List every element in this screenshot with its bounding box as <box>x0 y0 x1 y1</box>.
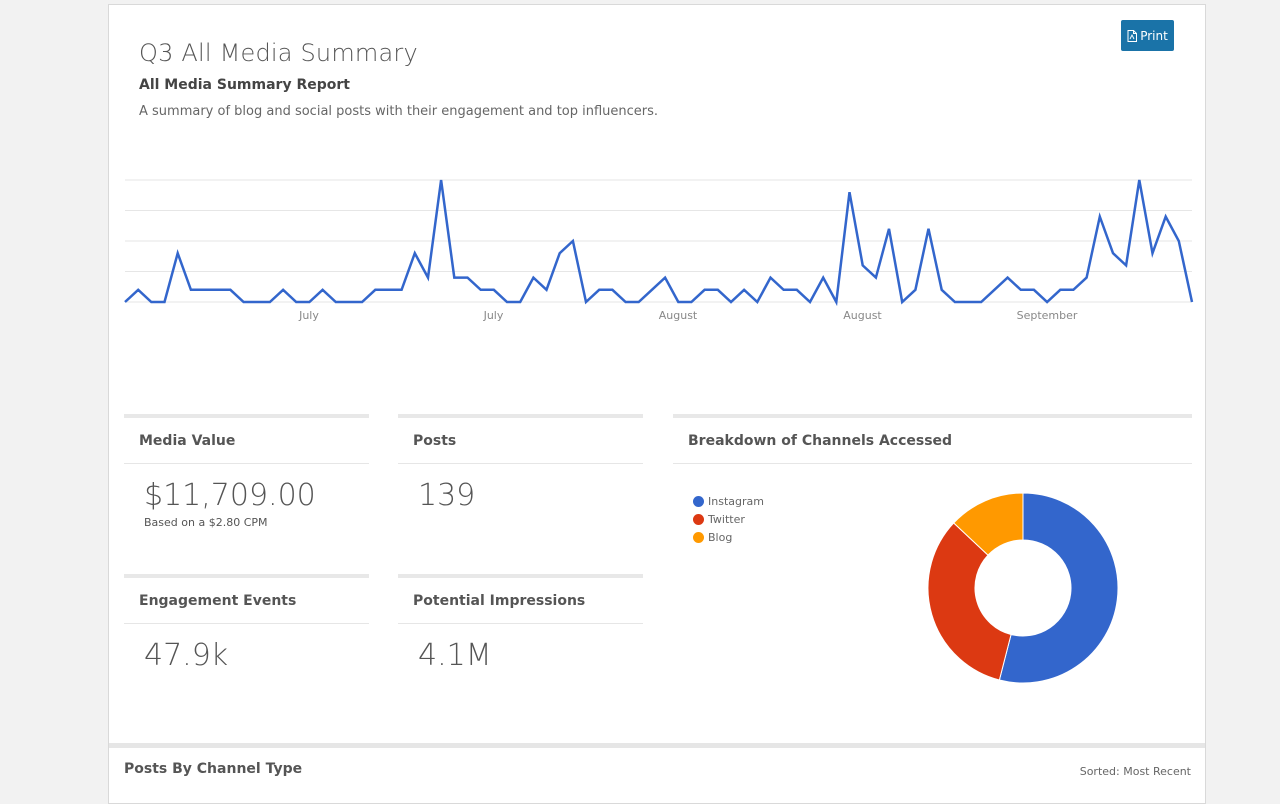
legend-item-twitter[interactable]: Twitter <box>693 510 764 528</box>
impressions-card: Potential Impressions 4.1M <box>398 574 643 724</box>
instagram-swatch <box>693 495 704 507</box>
x-tick-label: July <box>483 309 504 322</box>
media-series-line <box>124 179 1194 307</box>
report-description: A summary of blog and social posts with … <box>139 104 659 119</box>
x-tick-label: September <box>1017 309 1078 322</box>
engagement-card: Engagement Events 47.9k <box>124 574 369 724</box>
blog-swatch <box>693 531 704 543</box>
media-timeline-chart: July July August August September <box>124 179 1194 322</box>
legend-item-blog[interactable]: Blog <box>693 528 764 546</box>
channels-legend: Instagram Twitter Blog <box>693 492 764 546</box>
channels-donut-chart <box>927 492 1119 684</box>
donut-slice-blog[interactable] <box>953 492 1024 556</box>
report-page: Q3 All Media Summary All Media Summary R… <box>108 4 1206 804</box>
twitter-swatch <box>693 513 704 525</box>
report-subtitle: All Media Summary Report <box>139 77 350 93</box>
media-value-card: Media Value $11,709.00 Based on a $2.80 … <box>124 414 369 564</box>
legend-label-blog: Blog <box>708 530 733 544</box>
impressions-count: 4.1M <box>418 638 492 673</box>
print-label: Print <box>1140 28 1168 43</box>
engagement-label: Engagement Events <box>124 578 369 624</box>
channels-title: Breakdown of Channels Accessed <box>673 418 1192 464</box>
media-value-note: Based on a $2.80 CPM <box>144 516 268 529</box>
print-button[interactable]: Print <box>1121 20 1174 51</box>
posts-by-channel-title: Posts By Channel Type <box>124 761 303 777</box>
posts-card: Posts 139 <box>398 414 643 564</box>
page-title: Q3 All Media Summary <box>139 39 418 67</box>
section-divider <box>109 743 1205 748</box>
donut-slice-instagram[interactable] <box>998 492 1119 684</box>
impressions-label: Potential Impressions <box>398 578 643 624</box>
engagement-count: 47.9k <box>144 638 229 673</box>
sort-indicator[interactable]: Sorted: Most Recent <box>1079 765 1191 778</box>
x-tick-label: August <box>659 309 698 322</box>
legend-label-twitter: Twitter <box>708 512 745 526</box>
legend-item-instagram[interactable]: Instagram <box>693 492 764 510</box>
media-value-label: Media Value <box>124 418 369 464</box>
media-value-amount: $11,709.00 <box>144 478 316 513</box>
x-tick-label: August <box>843 309 882 322</box>
x-tick-label: July <box>298 309 319 322</box>
posts-label: Posts <box>398 418 643 464</box>
legend-label-instagram: Instagram <box>708 494 764 508</box>
pdf-file-icon <box>1127 29 1138 42</box>
donut-slice-twitter[interactable] <box>927 522 1012 681</box>
posts-count: 139 <box>418 478 476 513</box>
channels-card: Breakdown of Channels Accessed Instagram… <box>673 414 1192 724</box>
